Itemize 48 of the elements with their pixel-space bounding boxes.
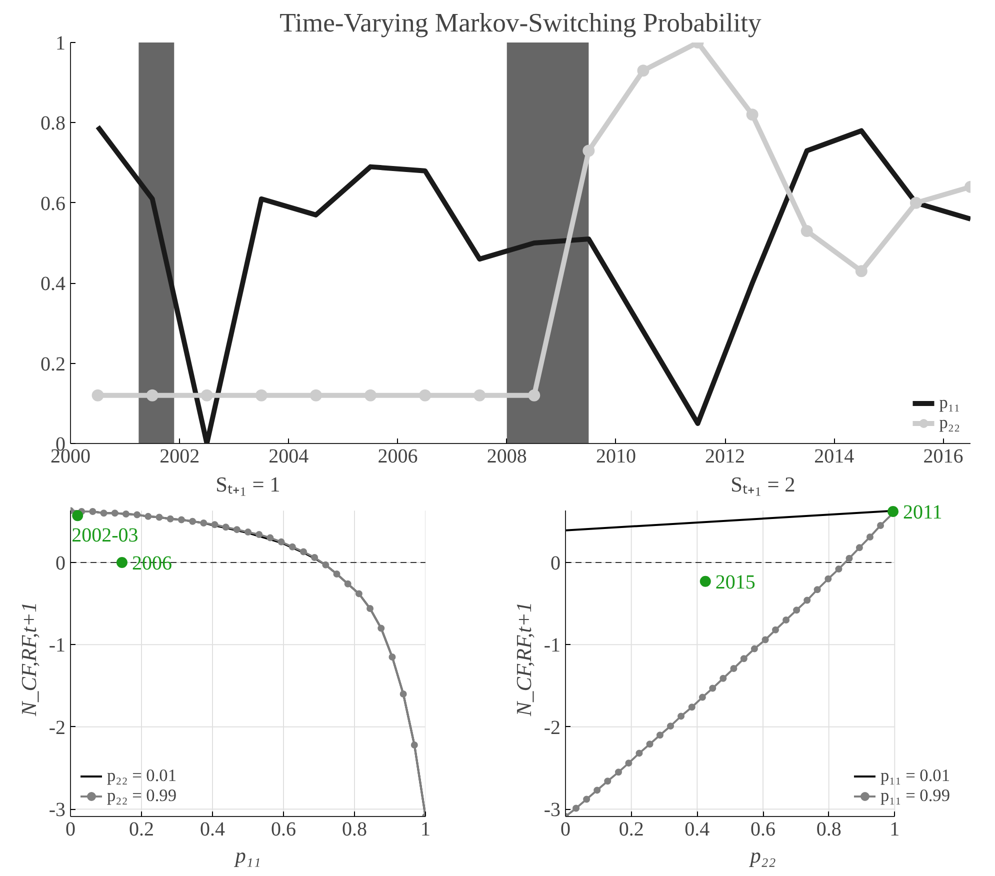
x-tick-label: 0.4 — [200, 818, 225, 840]
y-tick-label: -3 — [544, 799, 561, 822]
x-axis-title: p₂₂ — [748, 844, 776, 868]
y-tick-label: 0.8 — [40, 112, 66, 135]
y-tick-label: -2 — [544, 716, 561, 739]
x-tick-label: 1 — [890, 818, 900, 840]
chart-title: Sₜ₊₁ = 2 — [730, 472, 796, 496]
y-tick-label: -1 — [544, 634, 561, 657]
chart-title: Sₜ₊₁ = 1 — [216, 472, 280, 496]
x-tick-label: 0.6 — [750, 818, 776, 840]
y-tick-label: 0 — [56, 552, 66, 574]
annotation: 2015 — [715, 571, 756, 594]
x-tick-label: 0.8 — [342, 818, 367, 840]
x-tick-label: 0.4 — [684, 818, 710, 840]
annotation: 2006 — [132, 552, 172, 574]
x-tick-label: 0.8 — [816, 818, 842, 840]
y-axis-title: N_CF,RF,t+1 — [512, 602, 536, 718]
y-tick-label: -1 — [48, 634, 66, 657]
x-tick-label: 2008 — [486, 446, 527, 468]
x-tick-label: 2014 — [814, 446, 854, 468]
x-tick-label: 0.2 — [129, 818, 154, 840]
x-tick-label: 2010 — [596, 446, 636, 468]
legend-label: p₂₂ — [939, 413, 960, 433]
legend-label: p₁₁ — [939, 393, 960, 413]
x-tick-label: 2004 — [268, 446, 309, 468]
legend-label: p₂₂ = 0.01 — [107, 766, 177, 786]
y-axis-title: N_CF,RF,t+1 — [16, 602, 41, 718]
legend-label: p₂₂ = 0.99 — [107, 786, 177, 806]
x-tick-label: 2002 — [160, 446, 200, 468]
y-tick-label: 0.6 — [40, 192, 66, 215]
annotation: 2011 — [903, 501, 942, 524]
x-axis-title: p₁₁ — [233, 844, 261, 868]
y-tick-label: 0 — [550, 552, 560, 574]
x-tick-label: 2006 — [378, 446, 418, 468]
x-tick-label: 2016 — [923, 446, 964, 468]
y-tick-label: 0.4 — [40, 273, 66, 296]
annotation: 2002-03 — [72, 524, 138, 547]
y-tick-label: -2 — [48, 716, 66, 739]
x-tick-label: 2012 — [705, 446, 746, 468]
x-tick-label: 1 — [420, 818, 430, 840]
y-tick-label: -3 — [48, 799, 66, 822]
x-tick-label: 0.2 — [618, 818, 644, 840]
legend-label: p₁₁ = 0.01 — [880, 766, 950, 786]
chart-title: Time-Varying Markov-Switching Probability — [280, 8, 762, 38]
y-tick-label: 0.2 — [40, 353, 66, 376]
y-tick-label: 1 — [56, 32, 66, 54]
legend-label: p₁₁ = 0.99 — [880, 786, 950, 806]
x-tick-label: 0.6 — [271, 818, 296, 840]
